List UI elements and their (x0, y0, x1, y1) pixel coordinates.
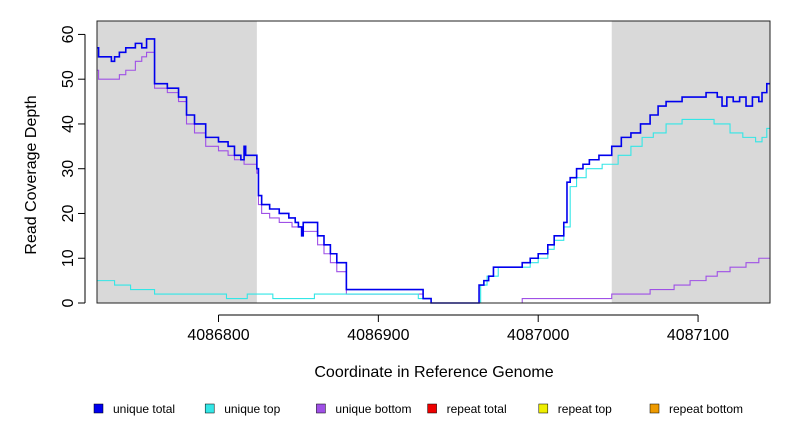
legend-swatch-repeat-bottom (649, 403, 660, 414)
x-tick-label: 4087100 (667, 327, 729, 344)
legend-swatch-repeat-top (538, 403, 549, 414)
y-tick-label: 50 (60, 70, 77, 88)
legend-swatch-repeat-total (427, 403, 437, 414)
y-axis-label: Read Coverage Depth (23, 95, 40, 254)
y-tick-label: 20 (60, 204, 77, 222)
series-line-unique-bottom (97, 51, 770, 304)
legend-swatch-unique-bottom (316, 403, 326, 414)
x-tick-label: 4086900 (347, 327, 409, 344)
legend-label-repeat-total: repeat total (447, 402, 507, 416)
y-axis: 0 10 20 30 40 50 60 (60, 25, 86, 307)
shaded-region-2 (611, 21, 770, 303)
x-axis-label: Coordinate in Reference Genome (314, 364, 553, 381)
legend-label-unique-bottom: unique bottom (335, 402, 411, 416)
y-tick-label: 10 (60, 249, 77, 267)
series-line-unique-total (97, 38, 770, 304)
plot-frame (96, 20, 771, 304)
y-tick-label: 60 (60, 25, 77, 43)
shaded-region-1 (97, 21, 257, 303)
y-tick-label: 30 (60, 160, 77, 178)
legend-swatch-unique-total (93, 403, 104, 414)
legend-label-repeat-bottom: repeat bottom (669, 402, 743, 416)
legend-label-repeat-top: repeat top (558, 402, 612, 416)
legend: unique total unique top unique bottom repea… (93, 402, 743, 416)
x-axis: 4086800 4086900 4087000 4087100 (187, 314, 729, 344)
shaded-regions (97, 21, 770, 303)
series-line-unique-top (97, 118, 770, 304)
y-tick-label: 0 (60, 298, 77, 307)
x-tick-label: 4086800 (187, 327, 249, 344)
legend-label-unique-top: unique top (224, 402, 280, 416)
legend-swatch-unique-top (204, 403, 215, 414)
y-tick-label: 40 (60, 115, 77, 133)
legend-label-unique-total: unique total (113, 402, 175, 416)
x-tick-label: 4087000 (507, 327, 569, 344)
